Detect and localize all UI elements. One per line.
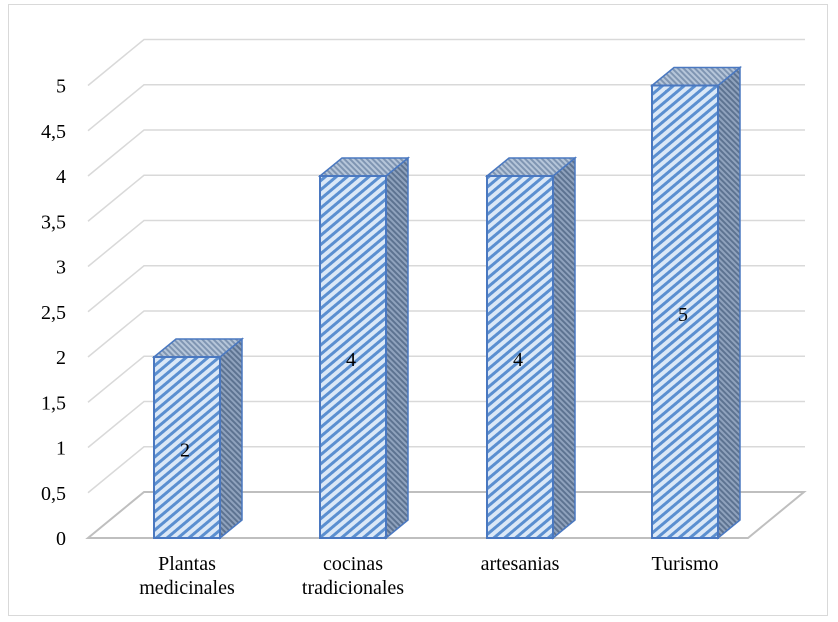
y-tick-label: 2 — [56, 347, 66, 369]
bar: 4 — [317, 156, 411, 540]
bar-front — [486, 175, 554, 539]
gridlines — [87, 38, 805, 494]
bar-side — [219, 337, 243, 540]
y-tick-label: 1 — [56, 438, 66, 460]
y-tick-label: 3 — [56, 257, 66, 279]
gridline — [87, 84, 805, 132]
bar-side — [385, 156, 409, 540]
y-axis-ticks: 0 0,5 1 1,5 2 2,5 3 3,5 4 4,5 5 — [41, 76, 66, 551]
bar: 2 — [151, 337, 245, 540]
gridline — [87, 265, 805, 313]
gridline — [87, 219, 805, 268]
bar-front — [651, 84, 719, 539]
gridline — [87, 446, 805, 494]
y-tick-label: 0 — [56, 528, 66, 550]
gridline — [87, 38, 805, 87]
x-category-label: Plantas medicinales — [139, 553, 235, 599]
y-tick-label: 4,5 — [41, 121, 66, 143]
x-category-label: cocinas tradicionales — [302, 553, 404, 599]
gridline — [87, 174, 805, 222]
x-category-label: artesanias — [481, 553, 560, 575]
gridline — [87, 310, 805, 358]
bar: 5 — [649, 65, 743, 540]
gridline — [87, 400, 805, 449]
y-tick-label: 2,5 — [41, 302, 66, 324]
x-category-label: Turismo — [651, 553, 718, 575]
bar-front — [153, 356, 221, 539]
y-tick-label: 5 — [56, 76, 66, 98]
bar-front — [319, 175, 387, 539]
gridline — [87, 129, 805, 177]
data-label: 5 — [678, 304, 688, 326]
bar-side — [717, 65, 741, 540]
bar: 4 — [484, 156, 578, 540]
gridline — [87, 355, 805, 403]
data-label: 4 — [346, 349, 356, 371]
data-label: 2 — [180, 440, 190, 462]
y-tick-label: 4 — [56, 166, 66, 188]
x-axis-categories: Plantas medicinales cocinas tradicionales ar… — [139, 553, 718, 599]
bars: 2 4 4 5 — [151, 65, 743, 540]
y-tick-label: 3,5 — [41, 211, 66, 233]
data-label: 4 — [513, 349, 523, 371]
y-tick-label: 1,5 — [41, 392, 66, 414]
bar-side — [552, 156, 576, 540]
y-tick-label: 0,5 — [41, 483, 66, 505]
